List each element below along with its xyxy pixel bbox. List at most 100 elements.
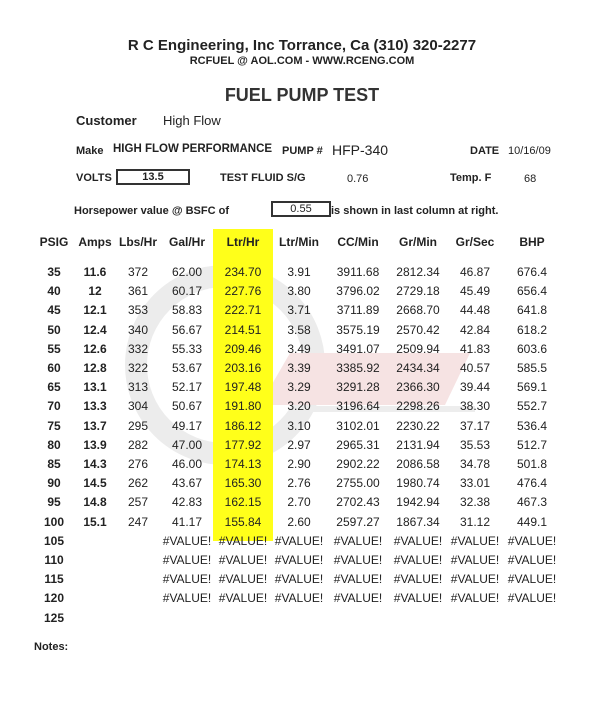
table-cell: 3.20 — [287, 399, 311, 414]
column-header: Amps — [78, 235, 112, 249]
table-cell: 2702.43 — [336, 495, 380, 510]
table-cell: 50 — [47, 322, 61, 337]
table-cell: 49.17 — [171, 418, 203, 433]
bsfc-value: 0.55 — [271, 201, 331, 217]
table-cell: #VALUE! — [333, 533, 383, 548]
table-cell: 2509.94 — [396, 341, 440, 356]
table-cell: 536.4 — [516, 418, 548, 433]
make-label: Make — [76, 145, 104, 157]
table-cell: 2.97 — [287, 437, 311, 452]
table-cell: 3.39 — [287, 361, 311, 375]
table-cell: #VALUE! — [507, 572, 557, 587]
table-cell: 65 — [47, 380, 61, 395]
table-cell: 3.91 — [287, 265, 311, 279]
hp-label: Horsepower value @ BSFC of — [74, 205, 229, 217]
temp-label: Temp. F — [450, 172, 492, 184]
column-header: BHP — [519, 235, 545, 249]
table-cell: #VALUE! — [162, 591, 212, 606]
table-cell: #VALUE! — [507, 533, 557, 548]
table-cell: 55.33 — [171, 341, 203, 356]
table-cell: #VALUE! — [218, 533, 268, 548]
table-cell: #VALUE! — [393, 553, 443, 567]
date-label: DATE — [470, 145, 500, 157]
table-cell: 15.1 — [83, 514, 107, 529]
table-cell: 2.70 — [287, 495, 311, 510]
table-cell: #VALUE! — [162, 572, 212, 587]
table-cell: 3385.92 — [336, 361, 380, 375]
make-value: HIGH FLOW PERFORMANCE — [113, 143, 273, 155]
ltr-hr-highlight — [213, 229, 273, 541]
table-cell: 332 — [127, 341, 149, 356]
table-cell: 552.7 — [516, 399, 548, 414]
table-cell: 618.2 — [516, 322, 548, 337]
table-cell: 41.17 — [171, 514, 203, 529]
table-cell: 155.84 — [224, 514, 262, 529]
table-cell: 276 — [127, 457, 149, 471]
page-title: FUEL PUMP TEST — [224, 85, 380, 105]
table-cell: 56.67 — [171, 322, 203, 337]
table-cell: 3.29 — [287, 380, 311, 395]
table-cell: 3.10 — [287, 418, 311, 433]
table-cell: 2965.31 — [336, 437, 380, 452]
table-cell: 340 — [127, 322, 149, 337]
table-cell: 313 — [127, 380, 149, 395]
table-cell: #VALUE! — [507, 591, 557, 606]
table-cell: 3.49 — [287, 341, 311, 356]
table-cell: 50.67 — [171, 399, 203, 414]
table-cell: 14.5 — [83, 476, 107, 491]
table-cell: 197.48 — [224, 380, 262, 395]
table-cell: 2570.42 — [396, 322, 440, 337]
table-cell: 58.83 — [171, 303, 203, 318]
table-cell: #VALUE! — [274, 572, 324, 587]
table-cell: 501.8 — [516, 457, 548, 471]
table-cell: 372 — [127, 265, 149, 279]
table-cell: 162.15 — [224, 495, 262, 510]
table-cell: 31.12 — [459, 514, 491, 529]
table-cell: 2086.58 — [396, 457, 440, 471]
table-cell: 43.67 — [171, 476, 203, 491]
table-cell: #VALUE! — [162, 533, 212, 548]
table-cell: 209.46 — [224, 341, 262, 356]
table-cell: 353 — [127, 303, 149, 318]
column-header: Lbs/Hr — [118, 235, 158, 249]
table-cell: 37.17 — [459, 418, 491, 433]
table-cell: 3796.02 — [336, 284, 380, 299]
table-cell: 2434.34 — [396, 361, 440, 375]
table-cell: 39.44 — [459, 380, 491, 395]
table-cell: #VALUE! — [274, 553, 324, 567]
table-cell: 110 — [44, 553, 64, 567]
table-cell: 13.3 — [83, 399, 107, 414]
table-cell: #VALUE! — [218, 553, 268, 567]
test-fluid-sg: 0.76 — [347, 173, 369, 185]
table-cell: 2729.18 — [396, 284, 440, 299]
table-cell: 12 — [88, 284, 102, 299]
table-cell: #VALUE! — [333, 591, 383, 606]
table-cell: 12.6 — [83, 341, 107, 356]
table-cell: 115 — [44, 572, 64, 587]
table-cell: #VALUE! — [507, 553, 557, 567]
table-cell: 85 — [47, 457, 61, 471]
column-header: Ltr/Min — [279, 235, 319, 249]
table-cell: 2668.70 — [396, 303, 440, 318]
table-cell: 46.87 — [459, 265, 491, 279]
table-cell: 214.51 — [224, 322, 262, 337]
table-cell: #VALUE! — [450, 553, 500, 567]
table-cell: 676.4 — [516, 265, 548, 279]
table-cell: 33.01 — [459, 476, 491, 491]
table-cell: 3711.89 — [336, 303, 380, 318]
table-cell: 47.00 — [171, 437, 203, 452]
table-cell: 3575.19 — [336, 322, 380, 337]
table-cell: 12.4 — [83, 322, 107, 337]
table-cell: 100 — [43, 514, 65, 529]
table-cell: 62.00 — [171, 265, 203, 279]
table-cell: 2755.00 — [336, 476, 380, 491]
table-cell: 449.1 — [516, 514, 548, 529]
table-cell: 234.70 — [224, 265, 262, 279]
table-cell: #VALUE! — [450, 572, 500, 587]
table-cell: 14.8 — [83, 495, 107, 510]
table-cell: 262 — [127, 476, 149, 491]
table-cell: 38.30 — [459, 399, 491, 414]
table-cell: 177.92 — [224, 437, 262, 452]
table-cell: 35 — [47, 265, 61, 279]
table-cell: 11.6 — [83, 265, 107, 279]
